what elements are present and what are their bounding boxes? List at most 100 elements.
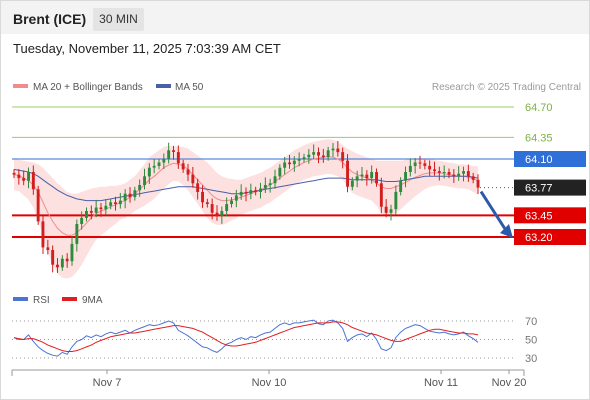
candle-body [278, 167, 282, 177]
rsi-ma-legend-label: 9MA [82, 295, 103, 306]
candle-body [288, 162, 291, 165]
candle-body [418, 162, 422, 164]
candle-body [138, 185, 142, 191]
rsi-ma-line [13, 321, 479, 352]
candle-body [360, 174, 364, 177]
x-tick-label: Nov 10 [252, 377, 287, 389]
candle-body [442, 172, 446, 173]
candle-body [143, 176, 146, 185]
candle-body [307, 154, 311, 158]
rsi-legend-label: RSI [33, 295, 50, 306]
candle-body [152, 165, 156, 168]
candle-body [292, 160, 296, 165]
candle-body [350, 180, 354, 187]
candle-body [114, 202, 117, 204]
candle-body [331, 148, 335, 151]
candle-body [230, 200, 233, 205]
candle-body [46, 247, 50, 250]
candle-body [312, 152, 316, 155]
candle-body [452, 174, 456, 177]
candle-body [244, 191, 248, 194]
x-axis: Nov 7 Nov 10 Nov 11 Nov 20 [93, 370, 526, 389]
candle-body [423, 163, 427, 166]
candle-body [254, 190, 258, 192]
level-labels: 64.70 64.35 64.10 63.77 63.45 63.20 [514, 102, 586, 245]
candle-body [471, 176, 475, 180]
chart-header: Brent (ICE) 30 MIN [1, 1, 589, 34]
rsi-tick-label: 30 [525, 353, 537, 365]
candle-body [408, 165, 412, 172]
candle-body [404, 172, 407, 181]
candle-body [268, 183, 272, 185]
candle-body [104, 205, 108, 210]
candle-body [99, 207, 103, 210]
candle-body [147, 167, 151, 177]
candle-body [220, 211, 224, 217]
candle-body [70, 243, 74, 262]
candle-body [413, 162, 417, 166]
candle-body [75, 224, 79, 244]
x-tick-label: Nov 11 [424, 377, 458, 389]
candle-body [36, 189, 40, 222]
instrument-title: Brent (ICE) [13, 11, 87, 27]
candle-body [201, 191, 204, 203]
rsi-tick-label: 50 [525, 335, 537, 347]
candle-body [94, 207, 98, 213]
candle-body [176, 152, 180, 164]
candle-body [56, 264, 59, 268]
last-price-label: 63.77 [525, 183, 553, 195]
candle-body [239, 191, 243, 196]
candle-body [370, 172, 374, 179]
candle-body [60, 258, 64, 268]
candle-body [341, 152, 345, 161]
candle-body [167, 150, 171, 159]
candle-body [181, 163, 185, 170]
candle-body [65, 258, 69, 262]
ma50-legend-swatch [156, 84, 171, 88]
timestamp: Tuesday, November 11, 2025 7:03:39 AM CE… [13, 41, 281, 56]
rsi-panel: 70 50 30 [12, 316, 537, 365]
candle-body [109, 202, 113, 206]
candle-body [437, 171, 441, 173]
ma50-legend-label: MA 50 [175, 82, 204, 93]
candle-body [428, 165, 432, 170]
candle-body [389, 209, 393, 213]
candle-body [462, 171, 465, 174]
candle-body [172, 150, 175, 152]
candle-body [375, 172, 378, 184]
candle-body [355, 176, 359, 181]
rsi-tick-label: 70 [525, 316, 537, 328]
candle-body [133, 190, 137, 198]
projection-arrow-head [500, 224, 513, 238]
candle-body [128, 193, 132, 198]
support-label-box [514, 229, 586, 245]
candle-body [205, 202, 209, 204]
candle-body [215, 212, 219, 217]
rsi-legend-swatch [13, 297, 28, 301]
candle-body [394, 191, 398, 210]
candle-body [433, 169, 436, 172]
copyright-note: Research © 2025 Trading Central [432, 82, 581, 93]
candle-body [384, 206, 388, 213]
candle-body [263, 185, 267, 189]
candle-body [379, 183, 383, 207]
candle-body [41, 221, 45, 248]
candles [12, 140, 480, 273]
candle-body [466, 171, 470, 177]
timeframe-badge[interactable]: 30 MIN [93, 8, 144, 31]
candle-body [27, 172, 30, 181]
candle-body [346, 160, 349, 187]
rsi-line [13, 319, 479, 357]
candle-body [12, 172, 16, 175]
candle-body [399, 180, 403, 192]
ma20-legend-swatch [13, 84, 28, 88]
candle-body [31, 172, 35, 190]
candle-body [336, 148, 340, 153]
candle-body [283, 162, 287, 168]
pivot-label: 64.10 [525, 154, 553, 166]
candle-body [225, 204, 229, 211]
candle-body [447, 172, 451, 175]
candle-body [51, 250, 55, 265]
candle-body [365, 174, 369, 179]
